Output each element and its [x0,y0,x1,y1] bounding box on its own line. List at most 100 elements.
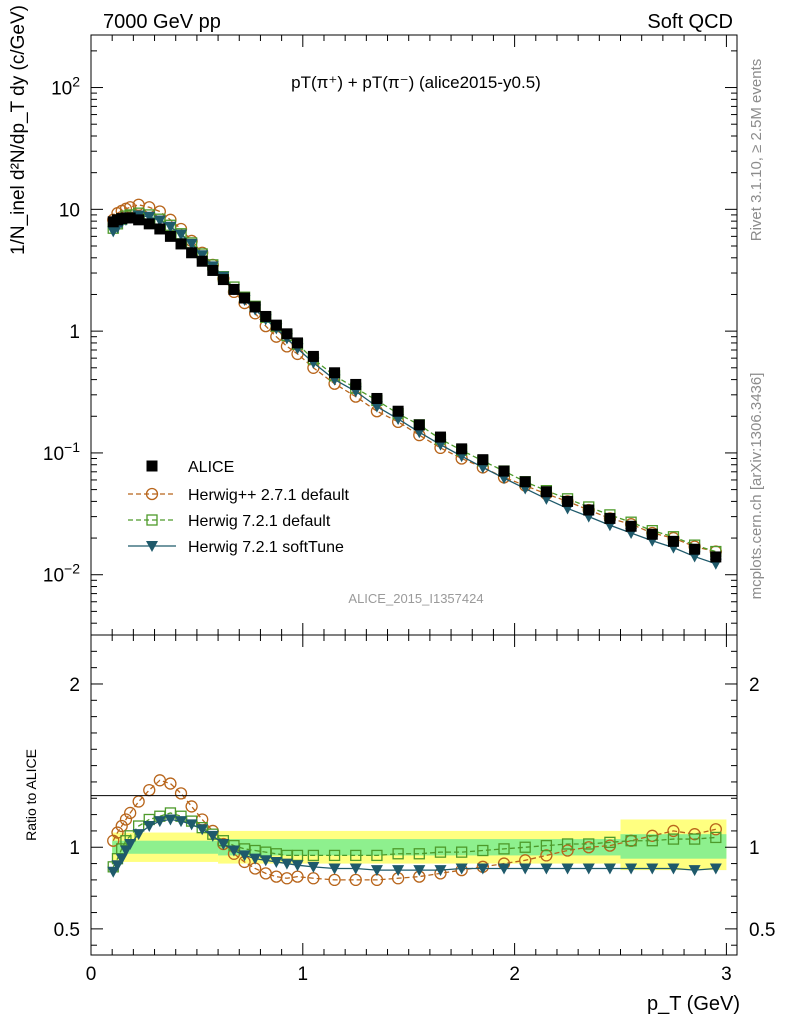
data-point [562,495,574,507]
ratio-point [667,833,680,845]
ratio-point [709,863,722,875]
ratio-point [688,865,701,877]
ratio-y-tick-label: 2 [69,675,80,696]
ratio-point [710,831,722,844]
data-point [604,512,616,524]
ratio-point [143,783,156,797]
ratio-point [291,860,304,872]
series-line [112,214,717,565]
ratio-point [119,845,132,857]
y-tick-label: 10−1 [43,439,80,465]
ratio-point [307,861,320,873]
data-point [540,486,552,498]
legend: ALICE Herwig++ 2.7.1 default Herwig 7.2.1 … [128,459,350,556]
ratio-point [174,787,188,800]
data-point [207,264,219,276]
ratio-point [498,863,511,875]
data-point [477,454,489,466]
data-point [281,328,293,340]
data-point [456,443,468,455]
data-point [196,255,208,267]
ratio-point [603,863,616,875]
data-point [143,218,155,230]
data-point [413,419,425,431]
ratio-point [111,860,124,872]
ratio-point [206,830,219,842]
ratio-point [370,865,383,877]
ratio-point [434,846,447,858]
ratio-y-axis-label: Ratio to ALICE [23,749,39,841]
legend-label: Herwig++ 2.7.1 default [188,487,350,504]
legend-label: Herwig 7.2.1 default [188,513,331,530]
axes-ticks: 0 1 2 3 10−2 10−1 1 10 102 0.5 0.5 1 1 2 2 [43,35,775,985]
data-point [350,378,362,390]
ratio-y-tick-label-right: 2 [749,675,760,696]
data-point [249,301,261,313]
ratio-point [196,813,209,826]
data-point [329,367,341,379]
data-series [107,198,722,887]
ratio-point [434,865,447,877]
x-tick-label: 3 [721,964,732,985]
ratio-point [307,849,320,862]
data-point [228,283,240,295]
legend-marker [145,487,159,501]
data-point [646,528,658,540]
ratio-point [604,836,616,848]
x-tick-label: 1 [298,964,309,985]
data-point [710,551,722,563]
data-point [434,431,446,443]
data-point [153,215,166,227]
ratio-y-tick-label-right: 1 [749,838,760,859]
ratio-point [124,838,137,850]
ratio-point [456,846,468,858]
data-point [392,413,405,425]
data-point [175,238,187,250]
ratio-point [498,843,510,855]
ratio-point [646,835,658,847]
ratio-point [392,865,405,877]
ratio-point [196,824,209,836]
ratio-point [280,858,293,870]
ratio-point [115,853,128,865]
ratio-point [185,819,198,831]
main-y-axis-label: 1/N_inel d²N/dp_T dy (c/GeV) [8,5,29,255]
ratio-point [119,813,133,826]
data-point [392,405,404,417]
legend-marker [146,541,158,552]
ratio-point [328,849,341,862]
watermark: ALICE_2015_I1357424 [348,591,483,606]
x-tick-label: 0 [86,964,97,985]
ratio-point [111,826,124,839]
data-point [133,214,145,226]
ratio-point [540,839,553,852]
ratio-point [238,850,251,862]
data-point [175,229,188,241]
ratio-point [519,863,532,875]
data-point [292,337,304,349]
data-point [689,543,701,555]
ratio-point [582,863,595,875]
data-point [476,462,489,474]
ratio-point [413,848,425,860]
band-inner [112,840,219,854]
ratio-series-2 [107,814,722,878]
ratio-point [175,816,188,828]
ratio-point [477,844,489,857]
ratio-y-tick-label: 0.5 [54,920,80,941]
ratio-point [625,863,638,875]
y-tick-label: 1 [69,322,80,343]
ratio-point [350,849,362,862]
plot-title: pT(π⁺) + pT(π⁻) (alice2015-y0.5) [291,73,541,92]
ratio-point [115,819,128,833]
ratio-y-tick-label: 1 [69,838,80,859]
ratio-point [153,816,166,828]
header-category: Soft QCD [647,11,733,33]
data-point [583,504,595,516]
data-point [498,465,510,477]
ratio-point [249,853,262,865]
ratio-point [185,800,198,813]
data-point [164,230,176,242]
ratio-point [371,849,383,862]
